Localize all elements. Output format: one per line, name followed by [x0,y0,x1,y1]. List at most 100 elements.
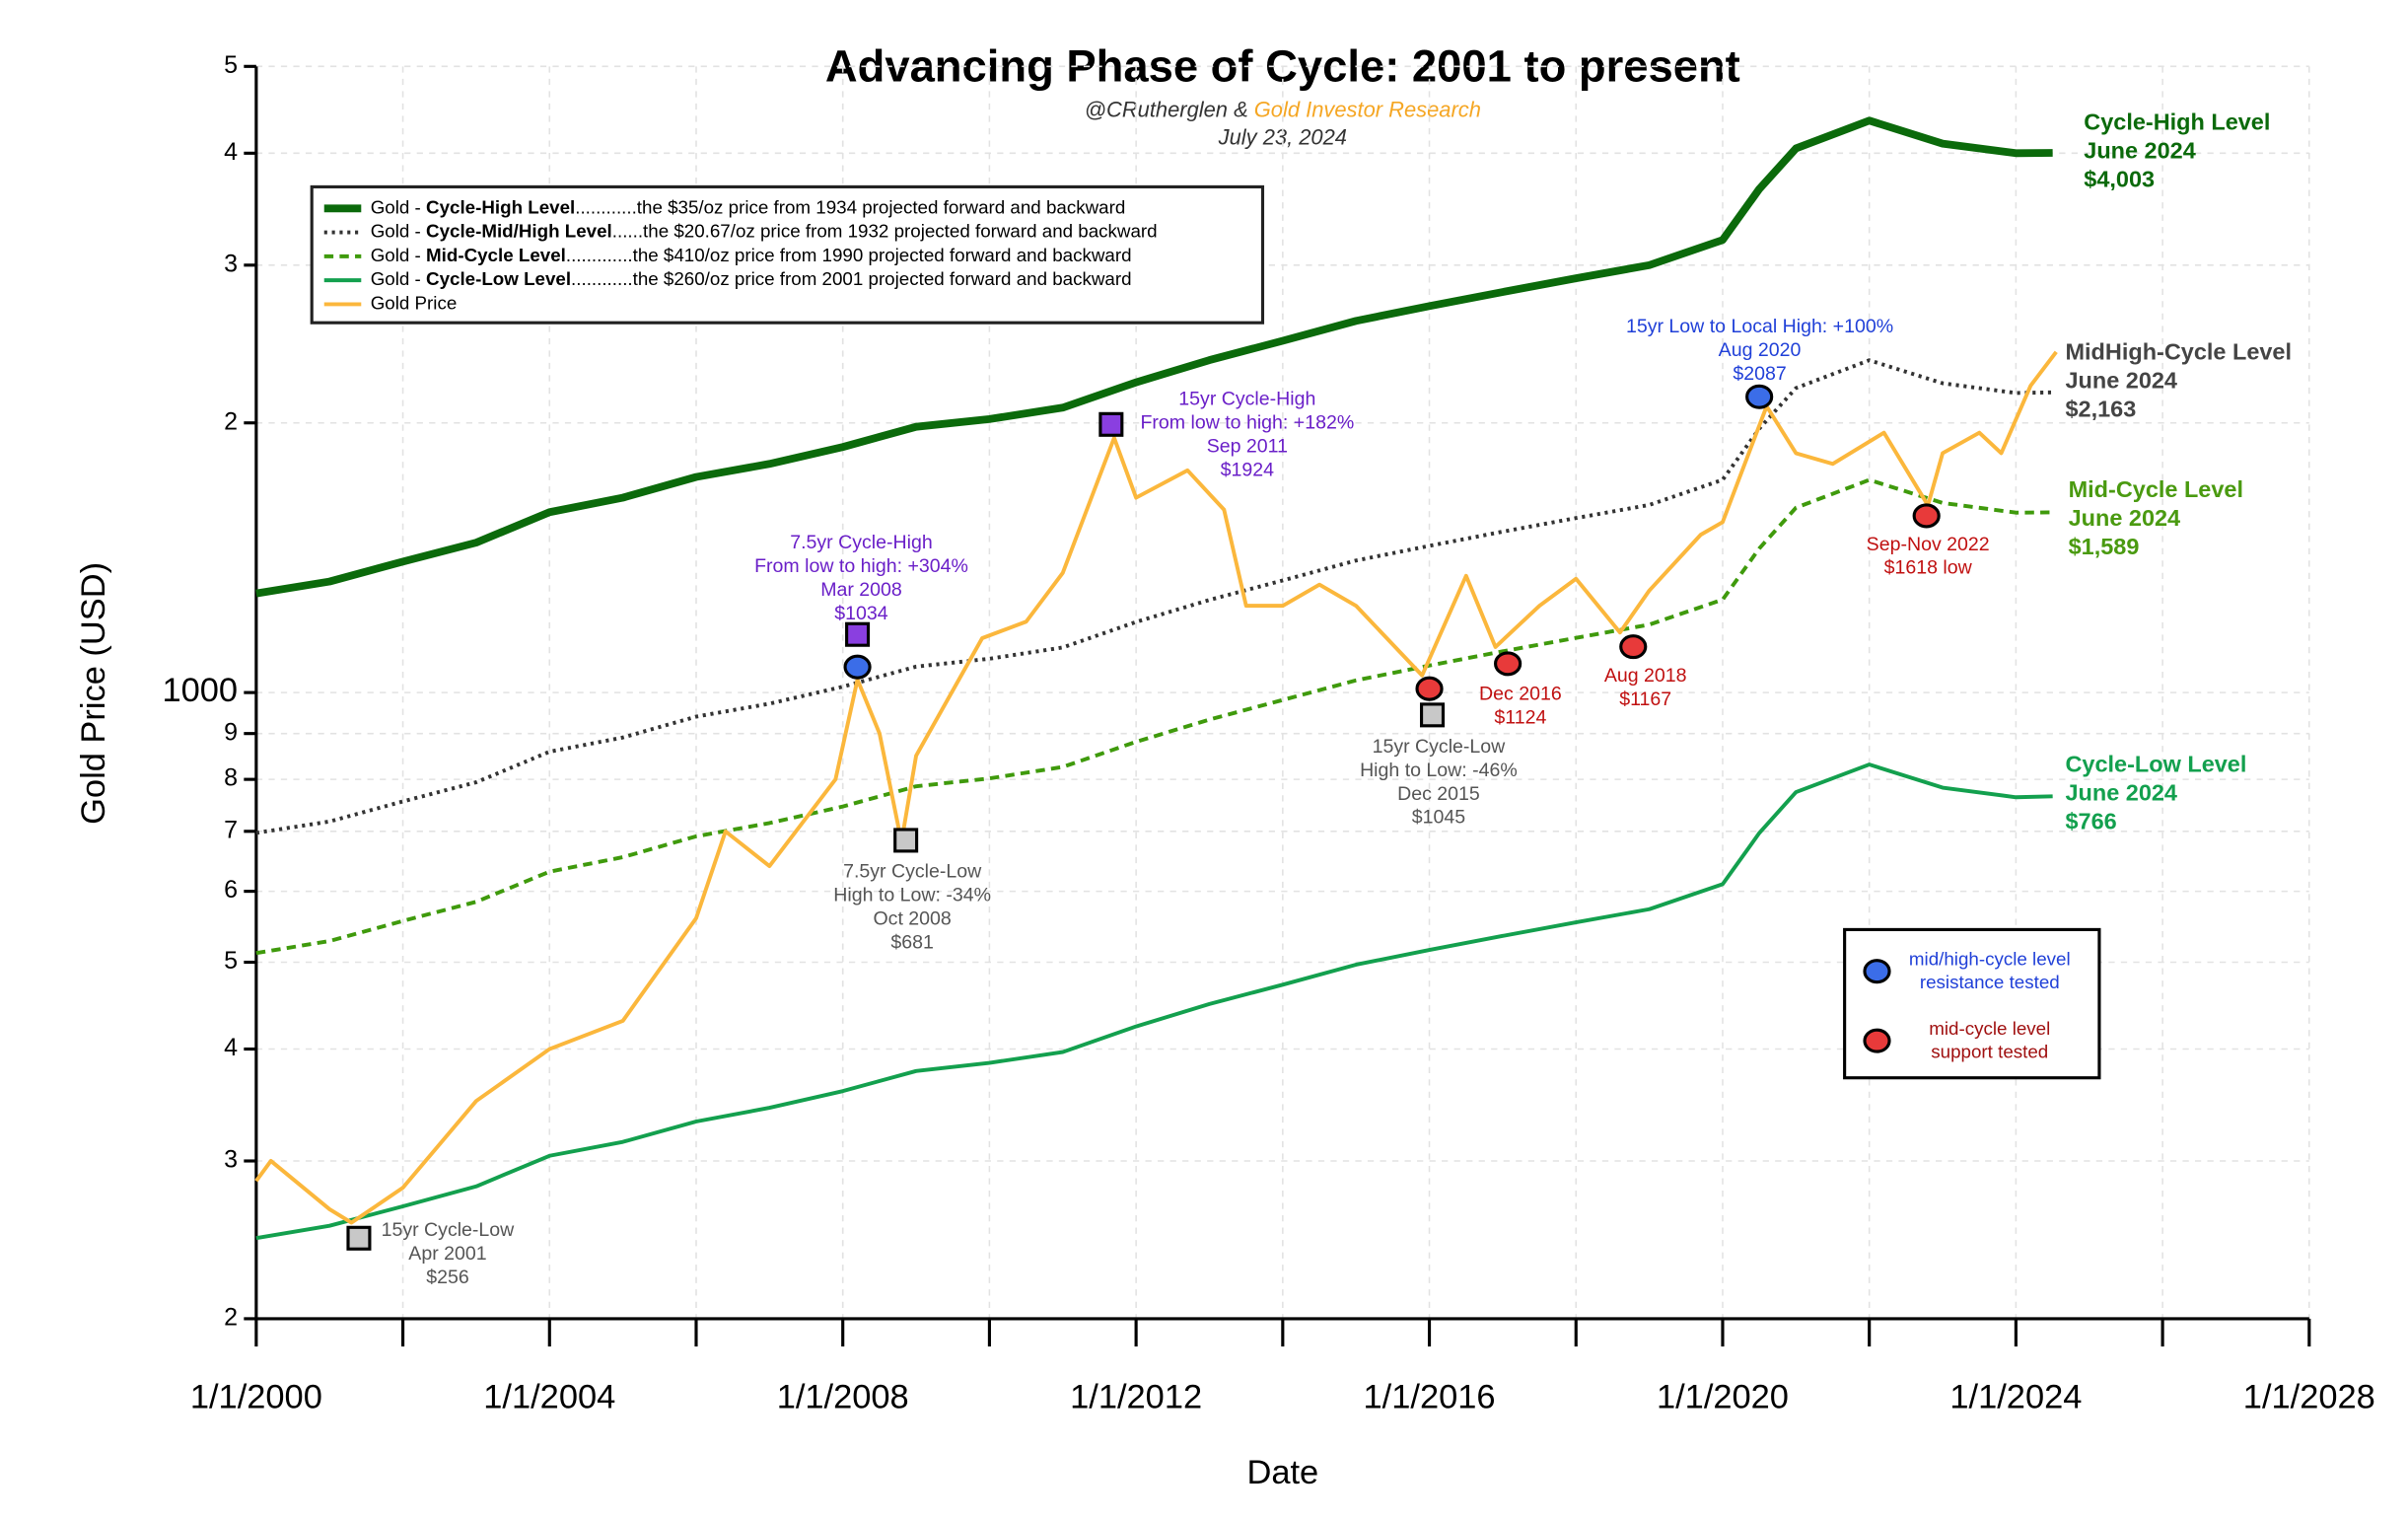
annotation-text: 15yr Low to Local High: +100% [1626,316,1893,337]
annotation-text: Dec 2015 [1397,783,1480,805]
end-label: Cycle-Low Level [2065,752,2246,777]
legend-suffix: ............the $35/oz price from 1934 p… [575,196,1125,217]
end-label: Mid-Cycle Level [2069,476,2243,502]
marker-legend-box [1843,927,2101,1080]
annotation-marker [893,828,919,853]
annotation-text: High to Low: -46% [1360,760,1518,781]
y-tick-label: 9 [224,718,238,746]
y-tick-label: 5 [224,947,238,975]
x-tick-label: 1/1/2012 [1070,1378,1202,1415]
legend-prefix: Gold - [371,196,426,217]
x-tick-label: 1/1/2004 [483,1378,615,1415]
legend-entry: Gold - Cycle-Mid/High Level......the $20… [371,221,1158,242]
y-tick-label: 3 [224,250,238,277]
annotation-text: Sep 2011 [1207,436,1288,458]
y-tick-label: 8 [224,764,238,792]
legend-suffix: ......the $20.67/oz price from 1932 proj… [612,221,1158,242]
annotation-text: Apr 2001 [408,1243,486,1265]
annotation-text: 15yr Cycle-High [1178,389,1315,410]
annotation-marker [1745,384,1774,409]
annotation-marker [1912,503,1941,529]
annotation-marker [1098,411,1124,437]
y-tick-label: 4 [224,138,238,166]
annotation-text: $681 [890,932,933,954]
x-axis-label: Date [1246,1454,1318,1491]
annotation-marker [843,654,872,680]
y-tick-label: 5 [224,51,238,79]
y-tick-label: 7 [224,816,238,843]
end-label: June 2024 [2065,780,2177,806]
y-tick-label: 1000 [162,672,238,709]
legend-entry: Gold - Cycle-High Level............the $… [371,196,1126,217]
legend-box [310,184,1265,325]
series-line [255,477,2053,956]
x-tick-label: 1/1/2000 [190,1378,322,1415]
end-label: $2,163 [2065,397,2136,422]
annotation-text: $1045 [1412,807,1465,829]
marker-legend-text: support tested [1931,1042,2048,1062]
legend-suffix: ............the $260/oz price from 2001 … [571,268,1131,289]
annotation-text: $1924 [1221,459,1274,480]
series-line [255,116,2053,598]
end-label: June 2024 [2069,505,2181,531]
annotation-marker [346,1225,372,1251]
annotation-text: $1618 low [1884,557,1973,579]
legend-name: Gold Price [371,292,458,313]
annotation-text: High to Low: -34% [833,885,991,906]
legend-name: Cycle-Low Level [426,268,571,289]
annotation-text: Sep-Nov 2022 [1867,534,1990,555]
marker-legend-symbol [1863,959,1891,984]
annotation-text: $2087 [1733,363,1786,385]
x-tick-label: 1/1/2024 [1949,1378,2082,1415]
annotation-text: Oct 2008 [873,908,951,930]
marker-legend-symbol [1863,1028,1891,1053]
end-label: June 2024 [2065,368,2177,394]
legend-name: Cycle-High Level [426,196,575,217]
end-label: June 2024 [2084,137,2196,163]
marker-legend-text: mid/high-cycle level [1909,949,2071,970]
annotation-marker [1419,702,1446,728]
annotation-text: $1124 [1494,707,1546,729]
annotation-text: Aug 2020 [1719,339,1802,361]
annotation-marker [1494,651,1523,677]
annotation-text: 7.5yr Cycle-High [790,532,932,553]
y-tick-label: 6 [224,876,238,904]
legend-prefix: Gold - [371,268,426,289]
subtitle-org: Gold Investor Research [1254,97,1481,121]
x-tick-label: 1/1/2016 [1364,1378,1496,1415]
annotation-text: 15yr Cycle-Low [1373,736,1507,758]
series-line [255,762,2053,1241]
chart-subtitle: @CRutherglen & Gold Investor Research [1085,97,1481,121]
annotation-text: Aug 2018 [1604,665,1687,687]
annotation-text: $256 [426,1267,469,1288]
end-label: $4,003 [2084,166,2155,191]
y-tick-label: 3 [224,1146,238,1174]
legend-name: Cycle-Mid/High Level [426,221,612,242]
subtitle-author: @CRutherglen & [1085,97,1254,121]
annotation-marker [845,621,871,647]
y-tick-label: 2 [224,407,238,435]
x-tick-label: 1/1/2020 [1657,1378,1789,1415]
legend-entry: Gold - Cycle-Low Level............the $2… [371,268,1132,289]
annotation-text: Dec 2016 [1479,684,1562,705]
annotation-text: 7.5yr Cycle-Low [843,861,982,883]
annotation-text: From low to high: +304% [754,555,968,577]
x-tick-label: 1/1/2008 [777,1378,909,1415]
end-label: MidHigh-Cycle Level [2065,339,2292,365]
series-line [254,350,2058,1225]
end-label: $1,589 [2069,534,2140,559]
y-tick-label: 2 [224,1304,238,1332]
marker-legend-text: mid-cycle level [1929,1018,2050,1039]
annotation-text: Mar 2008 [820,579,902,601]
y-axis-label: Gold Price (USD) [75,562,112,825]
end-label: $766 [2065,809,2116,834]
legend-entry: Gold Price [371,292,458,313]
legend-suffix: .............the $410/oz price from 1990… [566,245,1132,265]
marker-legend-text: resistance tested [1920,972,2060,992]
legend-prefix: Gold - [371,221,426,242]
x-tick-label: 1/1/2028 [2243,1378,2375,1415]
annotation-text: $1034 [834,603,887,624]
annotation-text: 15yr Cycle-Low [382,1219,516,1241]
end-label: Cycle-High Level [2084,109,2270,134]
